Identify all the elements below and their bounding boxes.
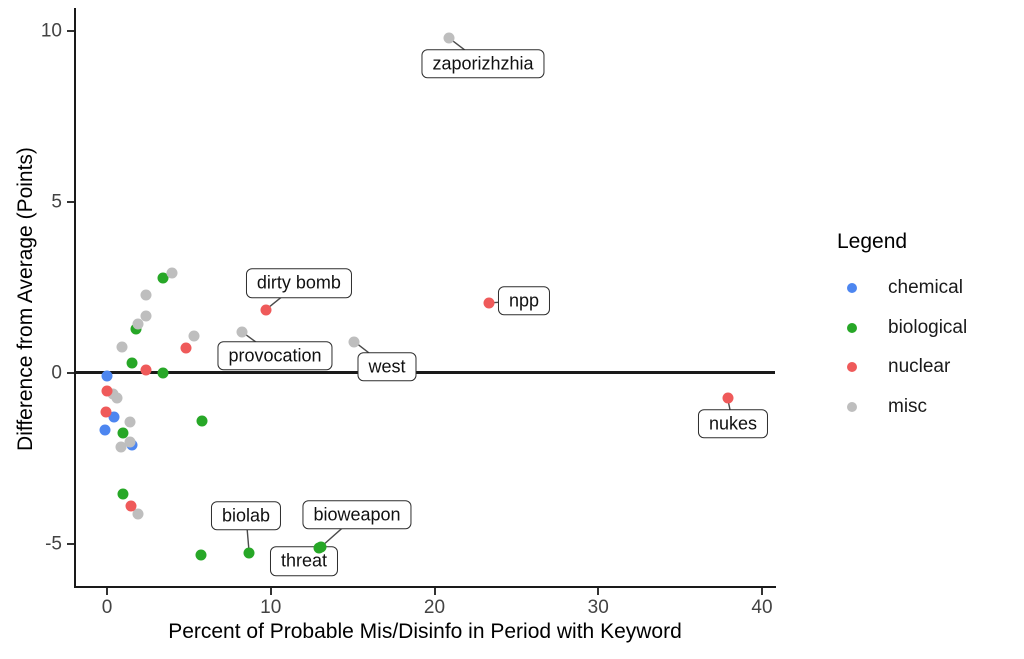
point-label-npp: npp [498, 286, 551, 316]
x-tick-mark [597, 588, 600, 595]
data-point-misc [124, 436, 136, 448]
y-tick-mark [67, 30, 74, 32]
data-point-biological [157, 272, 168, 284]
data-point-chemical [101, 370, 113, 382]
data-point-biological [313, 542, 325, 554]
y-tick-mark [67, 201, 74, 203]
x-tick-label: 10 [260, 597, 282, 618]
legend-item-label: nuclear [888, 356, 951, 378]
data-point-nuclear [722, 392, 734, 404]
x-tick-label: 30 [587, 597, 609, 618]
data-point-biological [195, 549, 207, 561]
data-point-nuclear [180, 342, 192, 354]
x-tick-mark [433, 588, 436, 595]
data-point-misc [124, 416, 136, 428]
point-label-nukes: nukes [697, 409, 769, 439]
legend-item-label: misc [888, 396, 928, 418]
point-label-zaporizhzhia: zaporizhzhia [421, 49, 545, 79]
x-tick-mark [106, 588, 108, 595]
x-tick-mark [269, 588, 272, 595]
point-label-bioweapon: bioweapon [302, 500, 412, 530]
legend-item-label: biological [888, 316, 968, 338]
data-point-misc [236, 326, 248, 338]
data-point-chemical [99, 424, 111, 436]
point-label-threat: threat [269, 546, 338, 576]
data-point-misc [188, 330, 200, 342]
y-tick-mark [67, 543, 74, 545]
legend-dot-nuclear [847, 362, 857, 373]
data-point-biological [117, 427, 129, 439]
y-tick-mark [67, 372, 74, 374]
data-point-biological [243, 547, 255, 559]
point-label-dirty-bomb: dirty bomb [245, 268, 352, 298]
data-point-misc [166, 267, 178, 279]
data-point-misc [348, 336, 360, 348]
x-tick-label: 40 [751, 597, 773, 618]
data-point-misc [132, 508, 144, 520]
data-point-nuclear [260, 304, 272, 316]
data-point-biological [126, 357, 138, 369]
data-point-biological [117, 488, 129, 500]
data-point-misc [115, 441, 127, 453]
zero-reference-line [75, 371, 775, 374]
legend-item-label: chemical [888, 277, 963, 298]
legend-dot-biological [847, 322, 857, 333]
y-tick-label: 5 [51, 191, 62, 213]
point-label-provocation: provocation [217, 341, 333, 371]
data-point-nuclear [101, 385, 113, 397]
x-tick-mark [761, 588, 763, 595]
x-axis-title: Percent of Probable Mis/Disinfo in Perio… [168, 620, 682, 643]
data-point-biological [196, 415, 208, 427]
data-point-biological [157, 367, 168, 379]
data-point-misc [111, 392, 123, 404]
y-tick-label: 0 [51, 362, 62, 384]
point-label-west: west [357, 352, 417, 382]
data-point-chemical [108, 411, 120, 423]
legend-title: Legend [837, 230, 908, 253]
data-point-nuclear [125, 500, 137, 512]
data-point-misc [443, 32, 455, 44]
point-label-biolab: biolab [210, 501, 282, 531]
y-tick-label: 10 [40, 20, 62, 42]
x-axis-line [74, 586, 776, 589]
legend-dot-chemical [847, 283, 857, 293]
data-point-misc [116, 341, 128, 353]
legend-dot-misc [847, 402, 857, 413]
x-tick-label: 20 [423, 597, 446, 618]
data-point-nuclear [140, 364, 152, 376]
data-point-misc [132, 318, 144, 330]
data-point-misc [140, 289, 152, 301]
data-point-nuclear [100, 406, 112, 418]
data-point-nuclear [483, 297, 495, 309]
x-tick-label: 0 [101, 597, 113, 618]
y-axis-line [74, 8, 77, 588]
data-point-misc [140, 310, 152, 322]
y-tick-label: -5 [45, 533, 62, 555]
